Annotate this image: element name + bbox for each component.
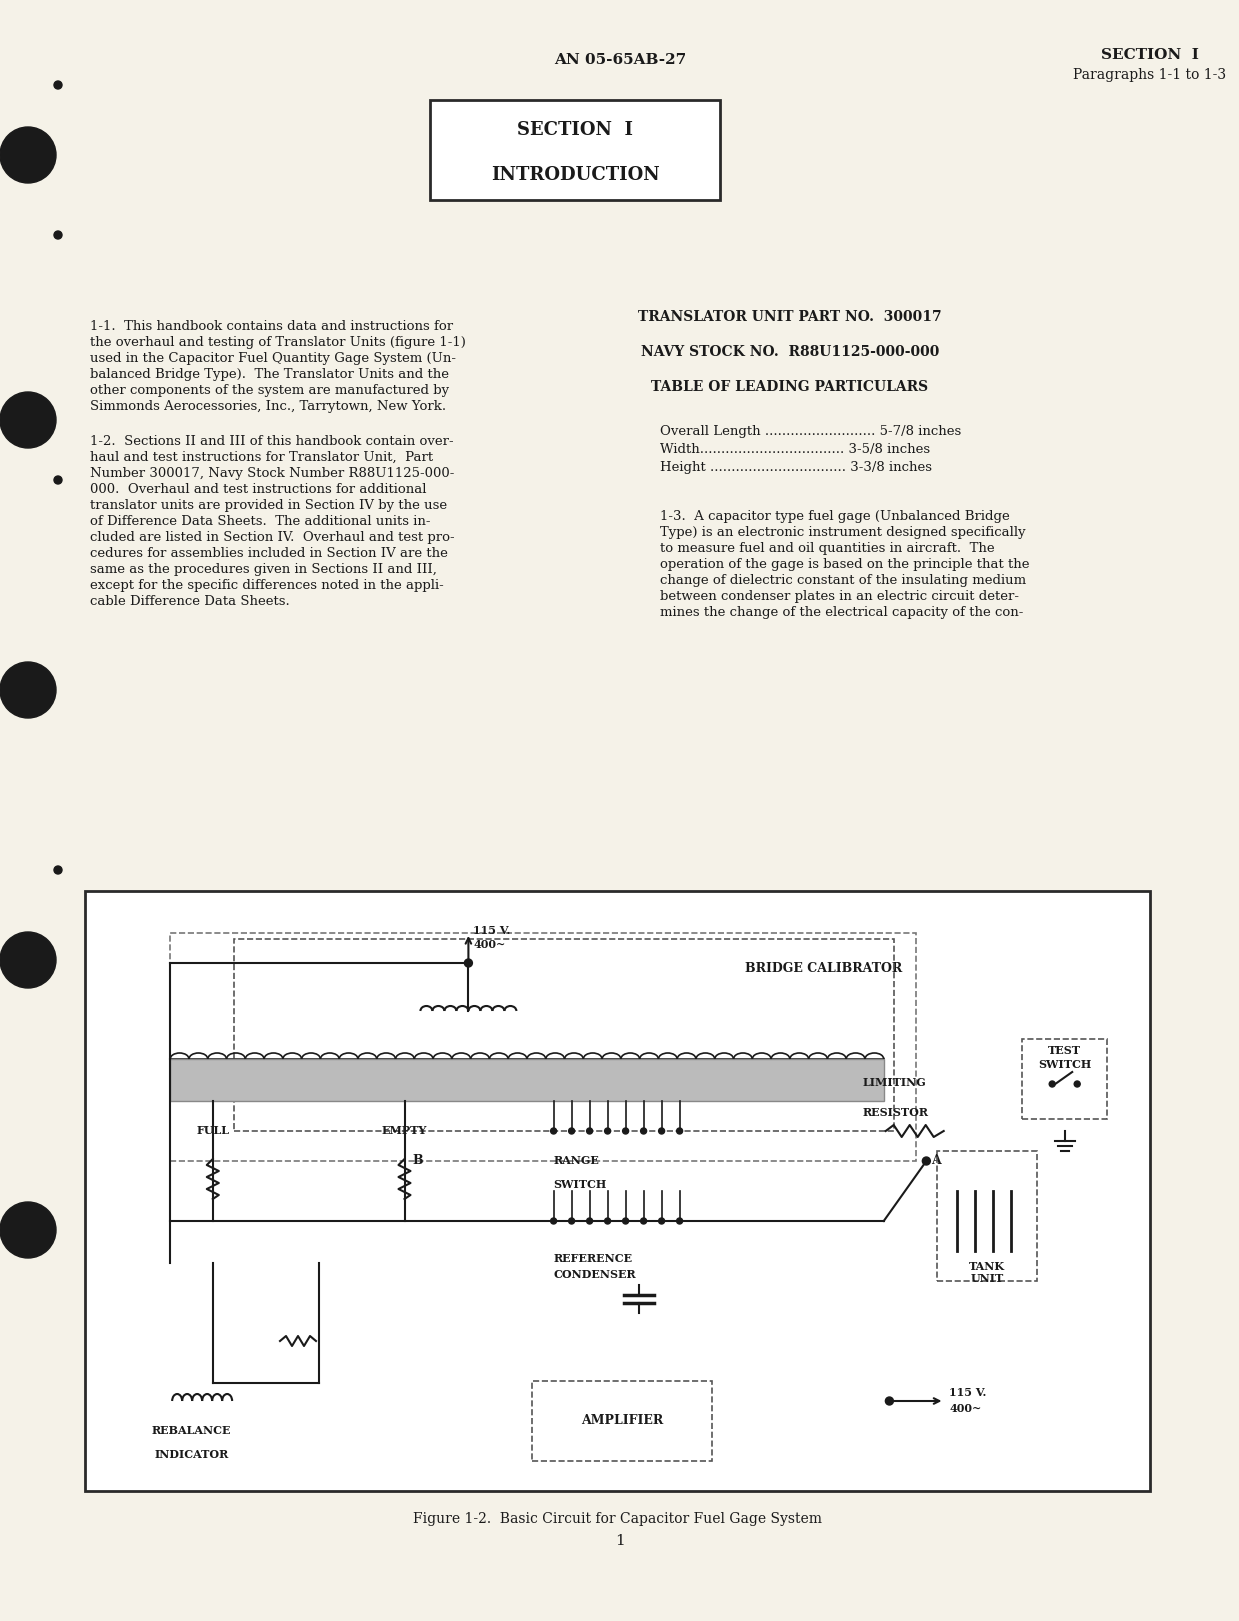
Text: 000.  Overhaul and test instructions for additional: 000. Overhaul and test instructions for … <box>90 483 426 496</box>
Text: Figure 1-2.  Basic Circuit for Capacitor Fuel Gage System: Figure 1-2. Basic Circuit for Capacitor … <box>413 1512 821 1525</box>
Bar <box>533 1381 712 1461</box>
Text: translator units are provided in Section IV by the use: translator units are provided in Section… <box>90 499 447 512</box>
Text: 115 V.: 115 V. <box>473 926 510 937</box>
Text: Height ................................ 3-3/8 inches: Height ................................ … <box>660 460 932 473</box>
Circle shape <box>0 932 56 989</box>
Text: used in the Capacitor Fuel Quantity Gage System (Un-: used in the Capacitor Fuel Quantity Gage… <box>90 352 456 365</box>
Text: B: B <box>413 1154 424 1167</box>
Circle shape <box>55 81 62 89</box>
Text: UNIT: UNIT <box>970 1272 1004 1284</box>
Bar <box>85 892 1150 1491</box>
Text: 400~: 400~ <box>473 940 506 950</box>
Text: REBALANCE: REBALANCE <box>151 1425 232 1436</box>
Text: cluded are listed in Section IV.  Overhaul and test pro-: cluded are listed in Section IV. Overhau… <box>90 532 455 545</box>
Text: LIMITING: LIMITING <box>862 1078 927 1088</box>
Text: same as the procedures given in Sections II and III,: same as the procedures given in Sections… <box>90 562 437 575</box>
Circle shape <box>641 1128 647 1135</box>
Text: of Difference Data Sheets.  The additional units in-: of Difference Data Sheets. The additiona… <box>90 515 430 528</box>
Circle shape <box>605 1217 611 1224</box>
Text: to measure fuel and oil quantities in aircraft.  The: to measure fuel and oil quantities in ai… <box>660 541 995 554</box>
Circle shape <box>586 1217 592 1224</box>
Circle shape <box>886 1397 893 1405</box>
Circle shape <box>0 126 56 183</box>
Circle shape <box>641 1217 647 1224</box>
Text: the overhaul and testing of Translator Units (figure 1-1): the overhaul and testing of Translator U… <box>90 336 466 349</box>
Text: INDICATOR: INDICATOR <box>155 1449 229 1461</box>
Text: RANGE: RANGE <box>554 1156 600 1167</box>
Text: balanced Bridge Type).  The Translator Units and the: balanced Bridge Type). The Translator Un… <box>90 368 449 381</box>
Circle shape <box>922 1157 930 1165</box>
Bar <box>170 934 916 1161</box>
Text: EMPTY: EMPTY <box>382 1125 427 1136</box>
Text: Type) is an electronic instrument designed specifically: Type) is an electronic instrument design… <box>660 525 1026 540</box>
Circle shape <box>550 1128 556 1135</box>
Bar <box>234 939 895 1131</box>
Text: TABLE OF LEADING PARTICULARS: TABLE OF LEADING PARTICULARS <box>652 379 928 394</box>
Text: TEST: TEST <box>1048 1046 1082 1057</box>
Text: 1-3.  A capacitor type fuel gage (Unbalanced Bridge: 1-3. A capacitor type fuel gage (Unbalan… <box>660 511 1010 524</box>
Text: 115 V.: 115 V. <box>949 1388 986 1399</box>
Text: Width.................................. 3-5/8 inches: Width.................................. … <box>660 443 930 456</box>
Circle shape <box>465 960 472 968</box>
Text: except for the specific differences noted in the appli-: except for the specific differences note… <box>90 579 444 592</box>
Circle shape <box>605 1128 611 1135</box>
Bar <box>937 1151 1037 1281</box>
Text: Number 300017, Navy Stock Number R88U1125-000-: Number 300017, Navy Stock Number R88U112… <box>90 467 455 480</box>
Text: TANK: TANK <box>969 1261 1005 1271</box>
Circle shape <box>0 392 56 447</box>
Text: RESISTOR: RESISTOR <box>862 1107 928 1118</box>
Text: NAVY STOCK NO.  R88U1125-000-000: NAVY STOCK NO. R88U1125-000-000 <box>641 345 939 358</box>
Text: other components of the system are manufactured by: other components of the system are manuf… <box>90 384 449 397</box>
Circle shape <box>659 1128 664 1135</box>
Text: SWITCH: SWITCH <box>1038 1060 1092 1070</box>
Circle shape <box>0 1203 56 1258</box>
Circle shape <box>550 1217 556 1224</box>
Circle shape <box>55 232 62 238</box>
Text: between condenser plates in an electric circuit deter-: between condenser plates in an electric … <box>660 590 1018 603</box>
Circle shape <box>1074 1081 1080 1088</box>
Bar <box>1022 1039 1108 1118</box>
Text: 1-2.  Sections II and III of this handbook contain over-: 1-2. Sections II and III of this handboo… <box>90 434 453 447</box>
Circle shape <box>569 1128 575 1135</box>
Bar <box>430 101 720 199</box>
Text: operation of the gage is based on the principle that the: operation of the gage is based on the pr… <box>660 558 1030 571</box>
Text: INTRODUCTION: INTRODUCTION <box>491 165 659 185</box>
Text: SWITCH: SWITCH <box>554 1180 607 1190</box>
Circle shape <box>659 1217 664 1224</box>
Text: change of dielectric constant of the insulating medium: change of dielectric constant of the ins… <box>660 574 1026 587</box>
Text: BRIDGE CALIBRATOR: BRIDGE CALIBRATOR <box>746 963 902 976</box>
Text: CONDENSER: CONDENSER <box>554 1269 636 1279</box>
Circle shape <box>623 1128 628 1135</box>
Text: cable Difference Data Sheets.: cable Difference Data Sheets. <box>90 595 290 608</box>
Text: haul and test instructions for Translator Unit,  Part: haul and test instructions for Translato… <box>90 451 434 464</box>
Text: mines the change of the electrical capacity of the con-: mines the change of the electrical capac… <box>660 606 1023 619</box>
Text: A: A <box>932 1154 942 1167</box>
Text: FULL: FULL <box>196 1125 229 1136</box>
Circle shape <box>676 1128 683 1135</box>
Text: 400~: 400~ <box>949 1404 981 1415</box>
Circle shape <box>586 1128 592 1135</box>
Text: cedures for assemblies included in Section IV are the: cedures for assemblies included in Secti… <box>90 546 447 559</box>
Circle shape <box>1049 1081 1056 1088</box>
Text: SECTION  I: SECTION I <box>1101 49 1199 62</box>
Text: TRANSLATOR UNIT PART NO.  300017: TRANSLATOR UNIT PART NO. 300017 <box>638 310 942 324</box>
Text: SECTION  I: SECTION I <box>517 122 633 139</box>
Circle shape <box>55 866 62 874</box>
Bar <box>170 1059 883 1101</box>
Text: Paragraphs 1-1 to 1-3: Paragraphs 1-1 to 1-3 <box>1073 68 1227 83</box>
Text: AMPLIFIER: AMPLIFIER <box>581 1415 663 1428</box>
Circle shape <box>623 1217 628 1224</box>
Text: Simmonds Aerocessories, Inc., Tarrytown, New York.: Simmonds Aerocessories, Inc., Tarrytown,… <box>90 400 446 413</box>
Text: AN 05-65AB-27: AN 05-65AB-27 <box>554 53 686 66</box>
Text: Overall Length .......................... 5-7/8 inches: Overall Length .........................… <box>660 425 961 438</box>
Circle shape <box>0 661 56 718</box>
Circle shape <box>569 1217 575 1224</box>
Text: 1-1.  This handbook contains data and instructions for: 1-1. This handbook contains data and ins… <box>90 319 453 332</box>
Circle shape <box>55 477 62 485</box>
Text: 1: 1 <box>615 1533 624 1548</box>
Circle shape <box>676 1217 683 1224</box>
Text: REFERENCE: REFERENCE <box>554 1253 633 1264</box>
